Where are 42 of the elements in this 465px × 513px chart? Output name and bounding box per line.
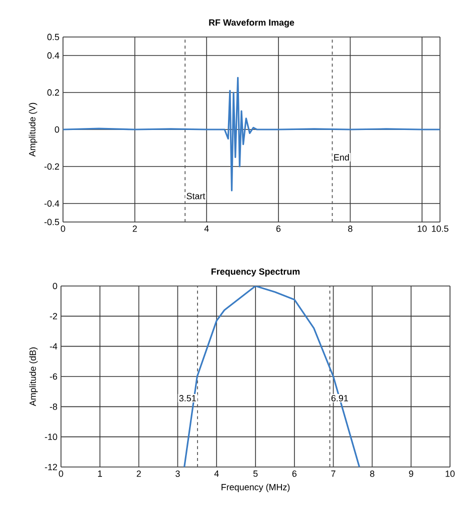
y-tick-label: -0.5 [44,218,60,226]
x-tick-label: 8 [348,226,352,232]
y-axis-title: Amplitude (dB) [29,347,38,406]
x-tick-label: 6 [276,226,281,232]
y-tick-label: -2 [50,313,58,320]
ref-line-label: Start [186,192,206,200]
x-tick-label: 9 [409,470,414,477]
ref-line-label: 6.91 [331,395,348,402]
x-tick-label: 1 [98,470,102,477]
chart-title: Frequency Spectrum [212,268,300,276]
x-tick-label: 3 [176,470,180,477]
x-axis-title: Frequency (MHz) [222,484,290,492]
y-axis-title: Amplitude (V) [28,102,38,157]
x-tick-label: 8 [370,470,374,477]
y-tick-label: -0.2 [44,163,60,170]
y-tick-label: 0.2 [47,89,60,96]
x-tick-label: 6 [292,470,297,477]
x-tick-label: 2 [132,226,137,232]
line-series [63,76,440,192]
y-tick-label: -12 [44,464,58,470]
y-tick-label: 0 [52,282,58,290]
y-tick-label: 0 [54,126,60,133]
y-tick-label: -10 [44,434,58,440]
y-tick-label: -0.4 [44,200,60,207]
x-tick-label: 5 [253,470,258,477]
x-tick-label: 2 [136,470,141,477]
x-tick-label: 10 [446,470,455,477]
x-tick-label: 0 [60,226,66,232]
y-tick-label: -8 [50,403,58,410]
x-tick-label: 7 [331,470,336,477]
y-tick-label: 0.4 [47,52,60,59]
x-tick-label: 10.5 [432,226,448,232]
x-tick-label: 0 [58,470,64,477]
x-tick-label: 4 [214,470,219,477]
ref-line-label: End [334,154,349,161]
x-tick-label: 4 [204,226,209,232]
y-tick-label: 0.5 [47,34,60,40]
ref-line-label: 3.51 [179,395,196,402]
y-tick-label: -6 [50,373,58,380]
x-tick-label: 10 [418,226,427,232]
y-tick-label: -4 [50,343,58,350]
chart-title: RF Waveform Image [209,19,294,28]
